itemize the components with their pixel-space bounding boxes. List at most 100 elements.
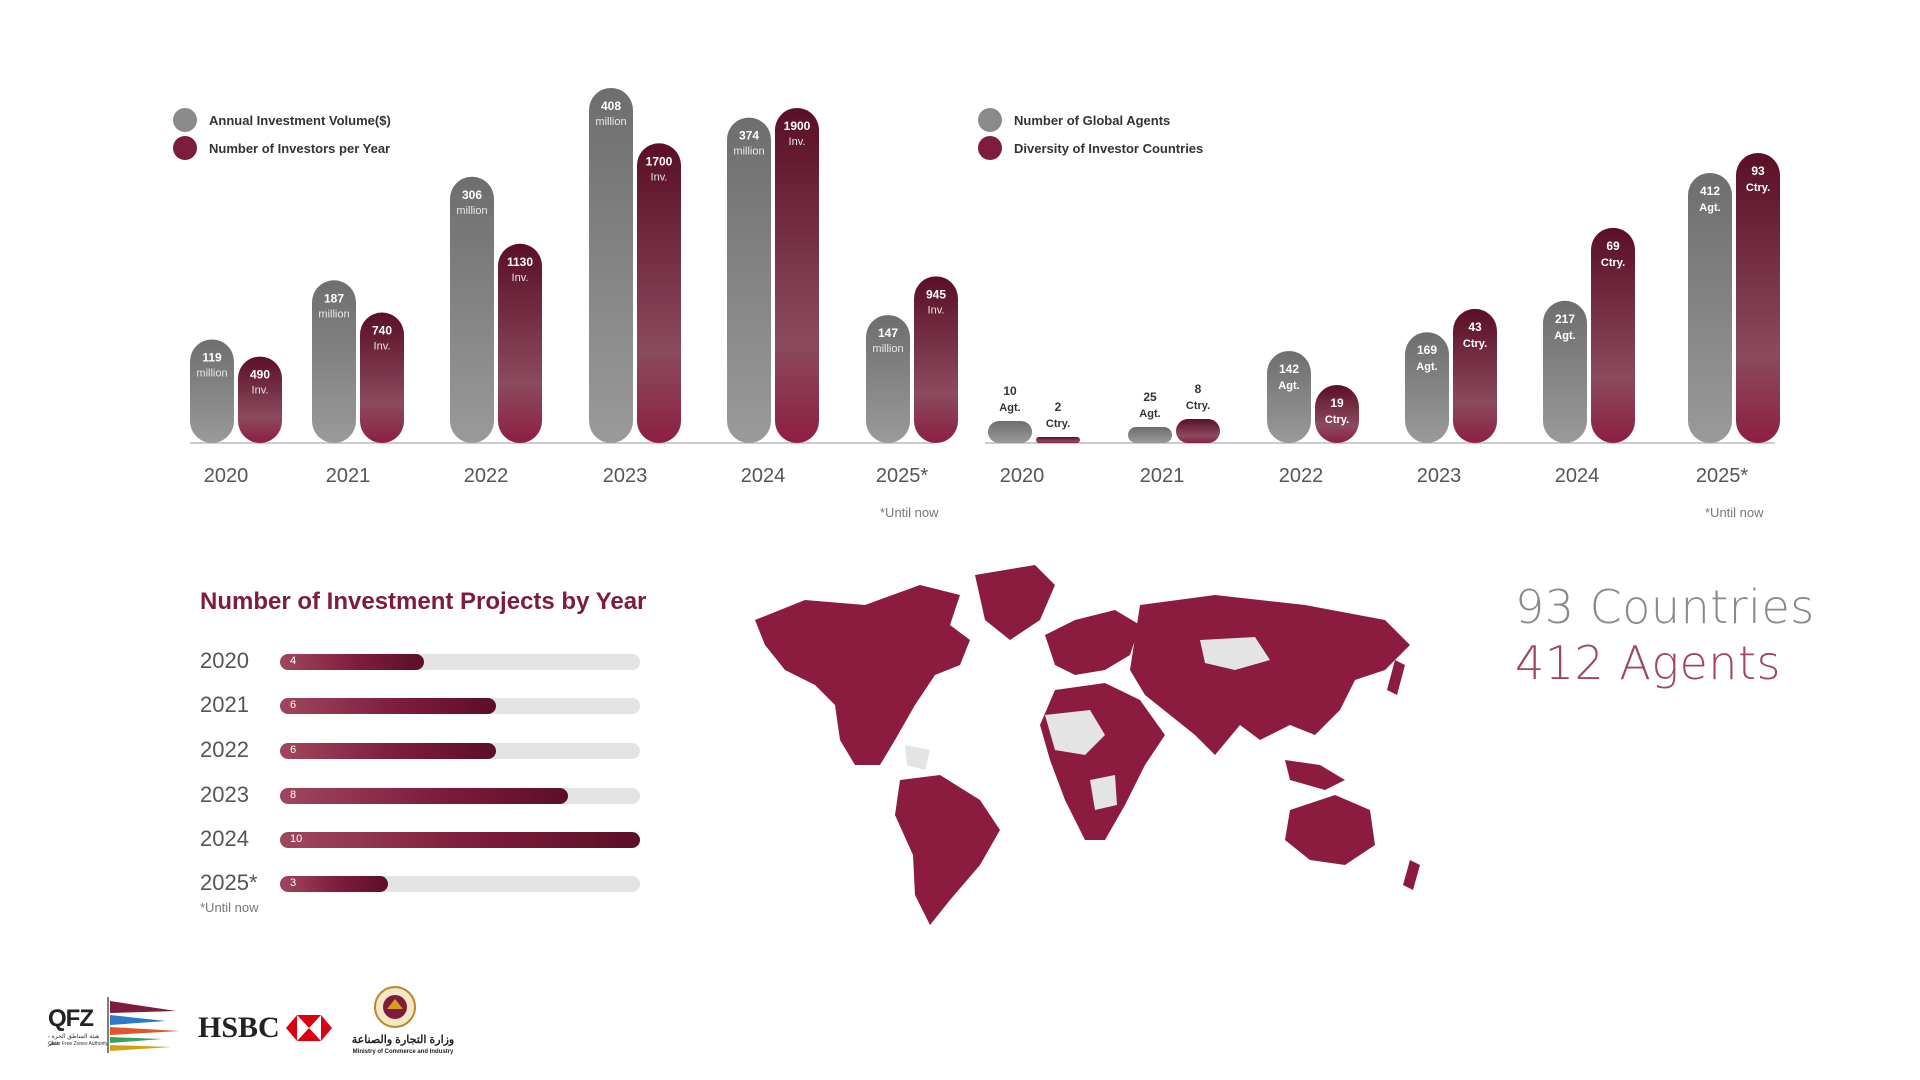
projects-bar: 8	[280, 788, 568, 804]
left-bar-volume-2025	[866, 315, 910, 443]
projects-row-2023: 2023 8	[200, 780, 640, 810]
left-year-label: 2024	[741, 465, 786, 487]
right-year-label: 2025*	[1696, 465, 1748, 487]
left-unit-label: Inv.	[512, 272, 529, 284]
footnote-left: *Until now	[880, 505, 939, 520]
left-unit-label: million	[733, 146, 764, 158]
right-value-label: 142	[1279, 362, 1299, 376]
left-value-label: 1700	[646, 154, 673, 168]
right-value-label: 19	[1330, 396, 1344, 410]
map-south-america	[895, 775, 1000, 925]
projects-value-label: 6	[290, 699, 297, 711]
projects-year-label: 2021	[200, 692, 249, 717]
legend-item-agents: Number of Global Agents	[978, 106, 1203, 134]
legend-dot-maroon	[173, 136, 197, 160]
left-bar-investors-2022	[498, 243, 542, 443]
projects-value-label: 8	[290, 789, 297, 801]
left-value-label: 374	[739, 129, 759, 143]
projects-track: 4	[280, 654, 640, 670]
projects-bar: 6	[280, 698, 496, 714]
right-bar-countries-2025	[1736, 153, 1780, 443]
right-bar-agents-2020	[988, 421, 1032, 443]
right-bar-countries-2024	[1591, 227, 1635, 443]
chart-left-bars: 119 million 490 Inv. 2020 187 million 740 Inv. 20…	[190, 88, 958, 487]
left-value-label: 945	[926, 287, 946, 301]
footnote-projects: *Until now	[200, 900, 259, 915]
map-new-zealand	[1403, 860, 1420, 890]
projects-track: 10	[280, 832, 640, 848]
left-value-label: 187	[324, 291, 344, 305]
ministry-name-en: Ministry of Commerce and Industry	[352, 1049, 454, 1055]
left-unit-label: Inv.	[928, 304, 945, 316]
projects-track: 8	[280, 788, 640, 804]
left-value-label: 1130	[507, 255, 533, 269]
left-bar-volume-2024	[727, 117, 771, 443]
left-value-label: 147	[878, 326, 898, 340]
right-unit-label: Ctry.	[1325, 414, 1349, 426]
right-bar-countries-2022	[1315, 385, 1359, 443]
map-greenland	[975, 565, 1055, 640]
legend-item-investors: Number of Investors per Year	[173, 134, 391, 162]
footnote-right: *Until now	[1705, 505, 1764, 520]
projects-year-label: 2025*	[200, 870, 258, 895]
stat-agents: 412 Agents	[1515, 636, 1781, 690]
left-bar-investors-2023	[637, 143, 681, 443]
left-bar-volume-2021	[312, 280, 356, 443]
projects-bar: 4	[280, 654, 424, 670]
right-unit-label: Ctry.	[1186, 400, 1210, 412]
right-value-label: 25	[1143, 390, 1157, 404]
left-unit-label: Inv.	[252, 385, 269, 397]
left-bar-investors-2021	[360, 312, 404, 443]
left-value-label: 1900	[784, 119, 811, 133]
right-year-label: 2022	[1279, 465, 1324, 487]
right-unit-label: Agt.	[1699, 202, 1720, 214]
right-unit-label: Agt.	[999, 402, 1020, 414]
legend-item-volume: Annual Investment Volume($)	[173, 106, 391, 134]
legend-investment: Annual Investment Volume($) Number of In…	[173, 106, 391, 162]
projects-bar: 3	[280, 876, 388, 892]
left-value-label: 740	[372, 324, 392, 338]
map-unshaded-asia	[1200, 637, 1270, 670]
projects-row-2025: 2025* 3	[200, 868, 640, 898]
right-unit-label: Agt.	[1139, 408, 1160, 420]
left-bar-investors-2025	[914, 276, 958, 443]
left-bar-investors-2020	[238, 356, 282, 443]
left-value-label: 306	[462, 188, 482, 202]
projects-year-label: 2020	[200, 648, 249, 673]
projects-value-label: 3	[290, 877, 297, 889]
right-year-label: 2021	[1140, 465, 1185, 487]
right-value-label: 10	[1003, 384, 1017, 398]
stat-countries: 93 Countries	[1515, 580, 1815, 634]
right-unit-label: Ctry.	[1046, 418, 1070, 430]
legend-label-investors: Number of Investors per Year	[209, 140, 391, 156]
projects-value-label: 4	[290, 655, 297, 667]
map-japan	[1387, 660, 1405, 695]
left-unit-label: million	[595, 116, 626, 128]
left-unit-label: Inv.	[651, 171, 668, 183]
right-bar-agents-2023	[1405, 332, 1449, 443]
map-africa	[1040, 683, 1165, 840]
left-unit-label: Inv.	[374, 341, 391, 353]
right-bar-agents-2021	[1128, 427, 1172, 443]
left-value-label: 119	[202, 350, 222, 364]
qfz-sub-ar: هيئة المناطق الحرة - قطر	[48, 1034, 100, 1047]
projects-row-2021: 2021 6	[200, 690, 640, 720]
projects-title: Number of Investment Projects by Year	[200, 588, 647, 615]
qfz-sub-en: Qatar Free Zones Authority	[48, 1041, 109, 1047]
map-australia	[1285, 795, 1375, 865]
left-value-label: 408	[601, 99, 621, 113]
projects-track: 6	[280, 698, 640, 714]
map-north-america	[755, 585, 970, 765]
right-unit-label: Ctry.	[1463, 338, 1487, 350]
right-value-label: 412	[1700, 184, 1720, 198]
hsbc-hexagon-icon	[286, 1015, 332, 1041]
qfz-wordmark: QFZ	[48, 1005, 94, 1032]
projects-row-2020: 2020 4	[200, 646, 640, 676]
projects-bar: 10	[280, 832, 640, 848]
legend-dot-gray	[173, 108, 197, 132]
ministry-emblem-icon	[374, 986, 416, 1028]
left-bar-volume-2020	[190, 339, 234, 443]
right-bar-countries-2021	[1176, 419, 1220, 443]
left-unit-label: million	[456, 205, 487, 217]
projects-year-label: 2024	[200, 826, 249, 851]
